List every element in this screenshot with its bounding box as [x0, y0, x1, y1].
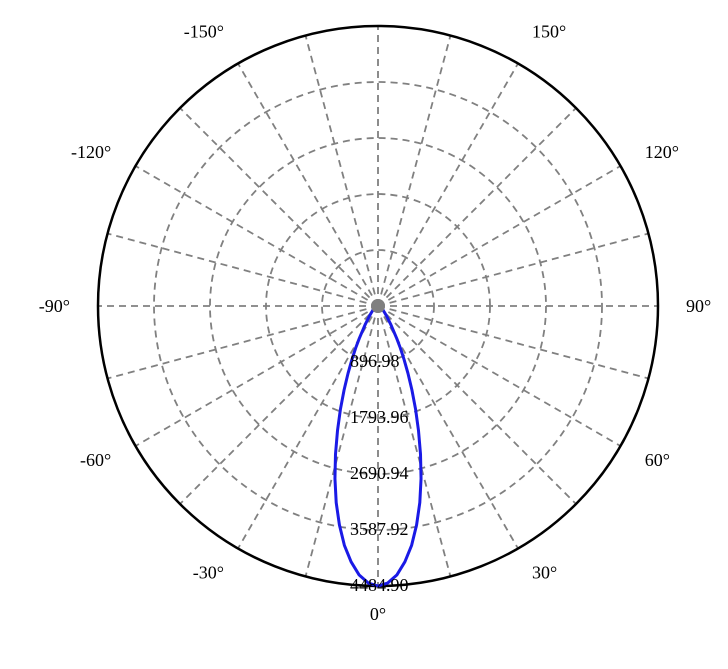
angle-tick-label: -30° [193, 563, 224, 583]
grid-spoke [136, 166, 378, 306]
polar-chart: 896.981793.962690.943587.924484.90±180°-… [0, 0, 728, 669]
grid-spoke [378, 234, 648, 306]
grid-spoke [378, 166, 620, 306]
grid-spoke [378, 306, 620, 446]
grid-spoke [108, 306, 378, 378]
angle-tick-label: 60° [645, 450, 670, 470]
center-marker [371, 299, 385, 313]
grid-spoke [180, 306, 378, 504]
radial-tick-label: 4484.90 [350, 575, 409, 595]
radial-tick-label: 896.98 [350, 351, 400, 371]
angle-tick-label: -90° [39, 296, 70, 316]
grid-spoke [108, 234, 378, 306]
grid-spoke [180, 108, 378, 306]
angle-tick-label: -120° [71, 142, 111, 162]
radial-tick-label: 2690.94 [350, 463, 409, 483]
grid-spoke [378, 36, 450, 306]
angle-tick-label: 90° [686, 296, 711, 316]
grid-spoke [378, 108, 576, 306]
grid-spoke [136, 306, 378, 446]
radial-tick-label: 3587.92 [350, 519, 409, 539]
angle-tick-label: -150° [184, 21, 224, 41]
grid-spoke [378, 306, 648, 378]
grid-spoke [238, 64, 378, 306]
angle-tick-label: 30° [532, 563, 557, 583]
grid-spoke [378, 64, 518, 306]
angle-tick-label: 0° [370, 604, 386, 624]
grid-spoke [306, 36, 378, 306]
angle-tick-label: -60° [80, 450, 111, 470]
angle-tick-label: 150° [532, 21, 566, 41]
radial-tick-label: 1793.96 [350, 407, 409, 427]
angle-tick-label: 120° [645, 142, 679, 162]
